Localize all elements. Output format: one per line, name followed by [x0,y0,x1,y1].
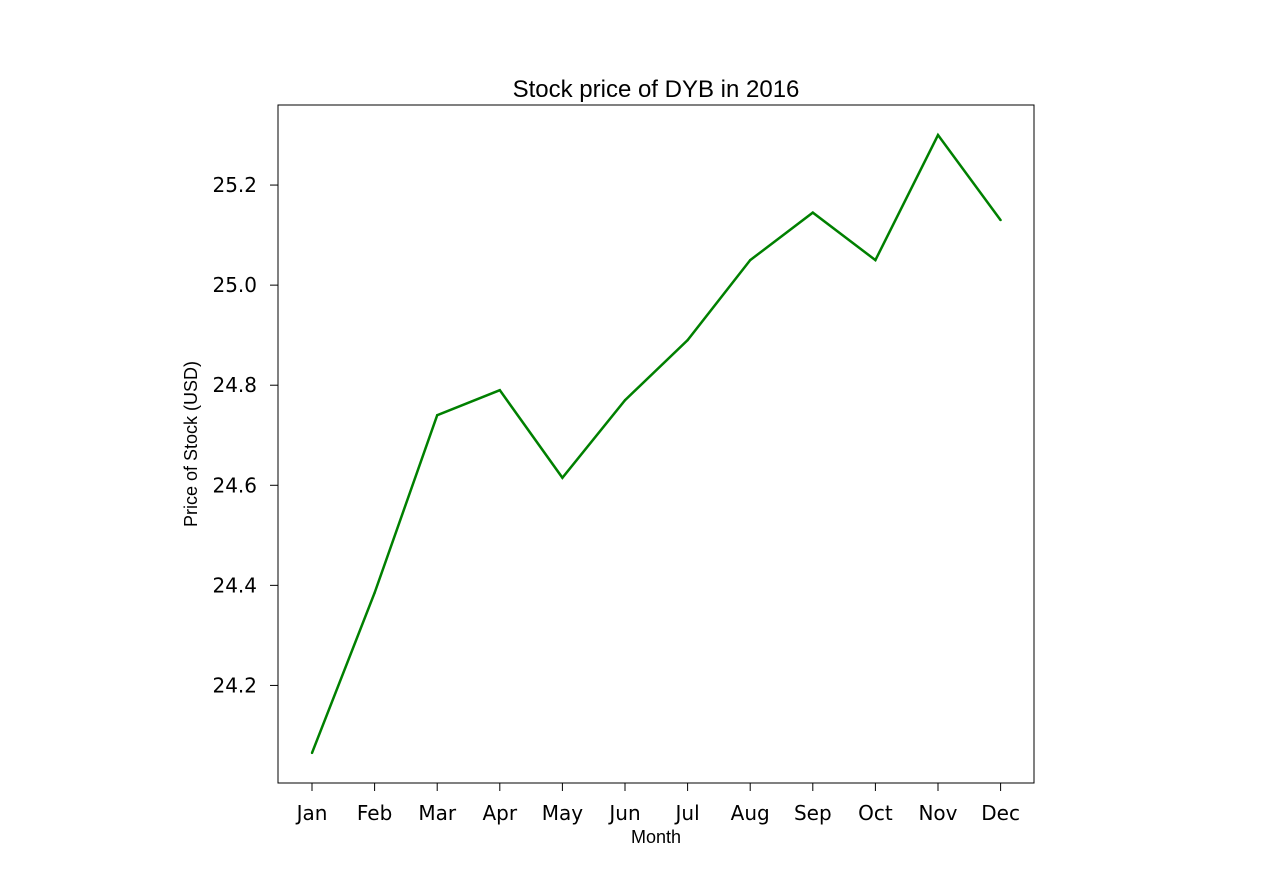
y-tick-label: 24.8 [212,373,257,397]
x-tick-label: Apr [482,801,517,825]
y-axis-label: Price of Stock (USD) [181,361,201,527]
y-tick-label: 24.2 [212,673,257,697]
data-point [561,476,564,479]
y-tick-label: 25.2 [212,173,257,197]
data-point [811,211,814,214]
series-line [310,132,1002,754]
data-point [874,258,877,262]
chart-title: Stock price of DYB in 2016 [513,76,800,103]
series-layer [310,132,1002,755]
x-tick-label: Jun [607,801,640,825]
x-tick-label: Feb [357,801,392,825]
x-tick-label: Dec [981,801,1020,825]
data-point [936,133,940,137]
x-tick-label: Aug [731,801,770,825]
y-tick-label: 24.6 [212,473,257,497]
data-point [749,258,752,262]
x-tick-label: Nov [918,801,957,825]
y-tick-label: 24.4 [212,573,257,597]
y-tick-label: 25.0 [212,273,257,297]
data-point [436,414,439,417]
x-tick-label: Jul [674,801,700,825]
x-axis-label: Month [631,827,681,847]
x-tick-label: May [542,801,584,825]
data-point [310,751,314,755]
x-tick-label: Sep [794,801,832,825]
y-axis-ticks: 24.2 24.4 24.6 24.8 25.0 25.2 [212,173,278,697]
x-tick-label: Mar [418,801,457,825]
data-point [498,389,501,392]
x-tick-label: Oct [858,801,893,825]
data-point [686,338,689,342]
data-point [373,591,376,595]
plot-area-frame [277,104,1035,784]
data-point [623,399,627,402]
x-axis-ticks: Jan Feb Mar Apr May Jun Jul Aug Sep Oct Nov Dec [295,783,1020,825]
x-tick-label: Jan [295,801,328,825]
data-point [999,218,1002,222]
